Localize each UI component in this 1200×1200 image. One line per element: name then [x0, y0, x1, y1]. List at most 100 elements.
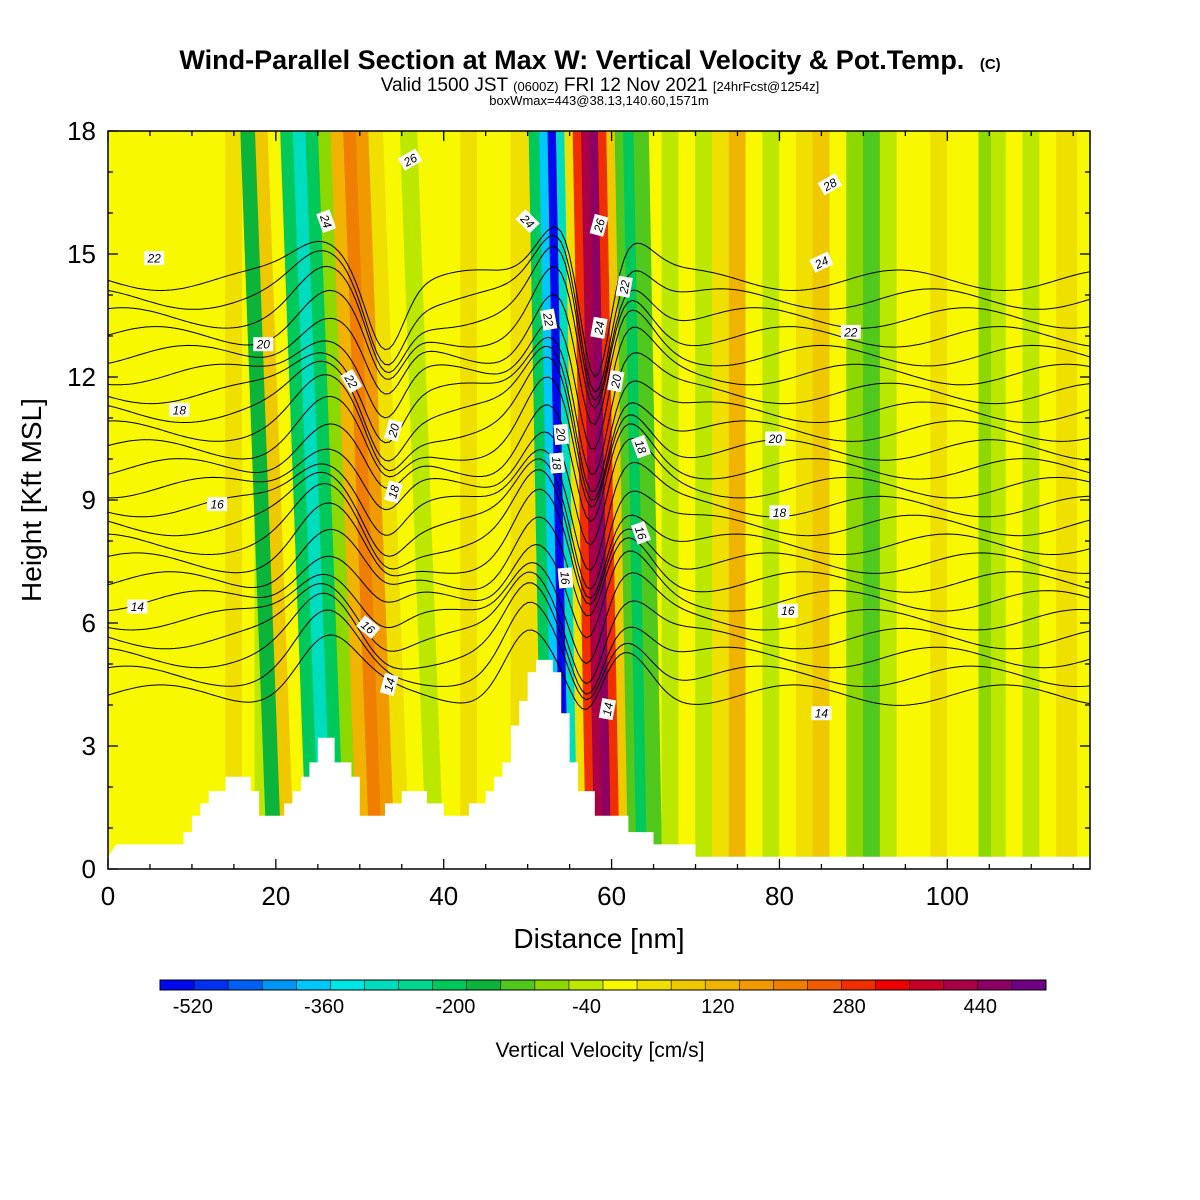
velocity-column — [443, 131, 461, 869]
velocity-column — [1056, 131, 1078, 869]
isentrope-label-text: 22 — [616, 279, 632, 296]
isentrope-label-text: 16 — [210, 498, 224, 512]
colorbar-swatch — [1011, 980, 1047, 990]
colorbar-swatch — [568, 980, 604, 990]
isentrope-label-text: 14 — [815, 707, 829, 721]
velocity-column — [1022, 131, 1040, 869]
isentrope-line — [108, 561, 1090, 665]
velocity-column — [695, 131, 713, 869]
velocity-column — [947, 131, 965, 869]
colorbar-swatch — [909, 980, 945, 990]
isentrope-label: 24 — [316, 209, 337, 233]
velocity-column — [779, 131, 797, 869]
colorbar-swatch — [466, 980, 502, 990]
isentrope-label: 22 — [340, 368, 363, 394]
x-tick-label: 40 — [429, 881, 458, 911]
chart-subtitle: Valid 1500 JST (0600Z) FRI 12 Nov 2021 [… — [381, 75, 820, 96]
velocity-column — [633, 131, 663, 869]
isentrope-label-text: 16 — [557, 571, 572, 586]
isentrope-label: 16 — [207, 497, 228, 512]
isentrope-line — [108, 582, 1090, 695]
velocity-column — [978, 131, 992, 869]
isentrope-label: 20 — [253, 337, 274, 352]
isentrope-line — [108, 346, 1090, 492]
colorbar-swatch — [228, 980, 263, 990]
velocity-field — [108, 131, 1090, 869]
isentrope-label: 20 — [765, 431, 786, 446]
subtitle-zulu: (0600Z) — [513, 79, 559, 94]
colorbar-swatch — [296, 980, 331, 990]
isentrope-label: 24 — [809, 251, 834, 273]
velocity-column — [795, 131, 814, 869]
y-tick-label: 15 — [67, 239, 96, 269]
colorbar-swatch — [807, 980, 843, 990]
x-axis-label: Distance [nm] — [513, 923, 684, 954]
velocity-column — [712, 131, 730, 869]
velocity-column — [267, 131, 308, 869]
velocity-column — [991, 131, 1007, 869]
isentrope-label-text: 22 — [341, 371, 360, 391]
isentrope-label-text: 14 — [381, 676, 398, 693]
colorbar-swatch — [262, 980, 297, 990]
y-tick-label: 3 — [82, 731, 96, 761]
isentrope-label: 22 — [144, 251, 165, 266]
isentrope-label: 16 — [777, 603, 798, 618]
velocity-column — [623, 131, 648, 869]
colorbar-swatch — [943, 980, 979, 990]
chart-title: Wind-Parallel Section at Max W: Vertical… — [179, 45, 1000, 75]
isentrope-label-text: 26 — [591, 217, 608, 235]
subtitle-date: FRI 12 Nov 2021 — [559, 75, 713, 96]
colorbar-swatch — [398, 980, 434, 990]
isentrope-label-text: 20 — [553, 426, 568, 442]
velocity-column — [460, 131, 478, 869]
colorbar-swatch — [432, 980, 468, 990]
isentrope-line — [108, 336, 1090, 475]
isentrope-line — [108, 431, 1090, 546]
isentrope-line — [108, 245, 1090, 402]
isentrope-line — [108, 234, 1090, 394]
isentrope-label-text: 20 — [256, 338, 271, 352]
isentrope-line — [108, 543, 1090, 639]
isentrope-line — [108, 226, 1090, 378]
velocity-column — [846, 131, 864, 869]
velocity-column — [399, 131, 445, 869]
colorbar-swatch — [364, 980, 400, 990]
colorbar-tick-label: -520 — [173, 996, 213, 1018]
colorbar-swatch — [603, 980, 638, 990]
isentrope-line — [108, 458, 1090, 590]
isentrope-lines — [108, 226, 1090, 710]
isentrope-line — [108, 516, 1090, 617]
isentrope-label: 14 — [598, 698, 617, 721]
y-tick-label: 18 — [67, 116, 96, 146]
velocity-column — [187, 131, 210, 869]
isentrope-line — [108, 629, 1090, 710]
isentrope-label-text: 16 — [781, 604, 795, 618]
colorbar-swatch — [194, 980, 229, 990]
x-tick-label: 80 — [765, 881, 794, 911]
colorbar-tick-label: -40 — [572, 996, 601, 1018]
subtitle-forecast: [24hrFcst@1254z] — [713, 79, 819, 94]
velocity-column — [1039, 131, 1057, 869]
colorbar-swatch — [500, 980, 536, 990]
colorbar-swatch — [705, 980, 740, 990]
isentrope-label: 26 — [589, 213, 609, 237]
velocity-column — [292, 131, 333, 869]
isentrope-line — [108, 404, 1090, 523]
velocity-column — [1005, 131, 1024, 869]
subtitle-valid: Valid 1500 JST — [381, 75, 513, 96]
isentrope-line — [108, 488, 1090, 605]
colorbar-tick-label: 280 — [832, 996, 865, 1018]
isentrope-line — [108, 601, 1090, 701]
x-tick-label: 100 — [926, 881, 969, 911]
colorbar-tick-label: -200 — [435, 996, 475, 1018]
colorbar-tick-label: -360 — [304, 996, 344, 1018]
isentrope-label-text: 14 — [600, 701, 616, 717]
isentrope-label-text: 18 — [549, 456, 564, 471]
isentrope-label: 16 — [356, 615, 381, 639]
isentrope-labels: 22 20 18 16 14 26 24 22 20 18 16 14 24 26 22 22 24 20 20 18… — [127, 148, 861, 721]
velocity-column — [913, 131, 931, 869]
colorbar-swatch — [160, 980, 195, 990]
colorbar: -520 -360 -200 -40 120 280 440 — [159, 979, 1047, 1018]
x-tick-label: 20 — [261, 881, 290, 911]
velocity-column — [863, 131, 881, 869]
